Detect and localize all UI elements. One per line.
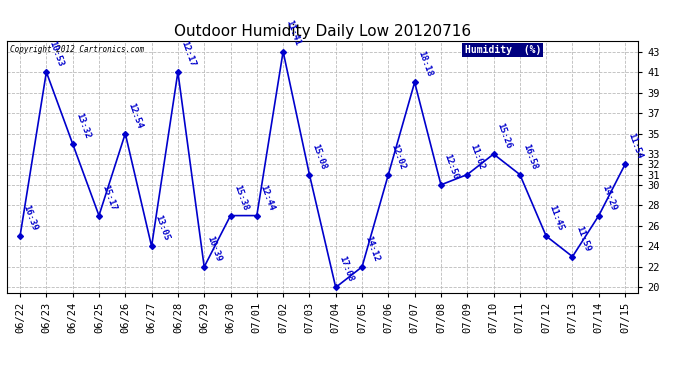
Text: 13:05: 13:05 <box>153 214 170 242</box>
Text: 17:08: 17:08 <box>337 255 355 283</box>
Text: Copyright 2012 Cartronics.com: Copyright 2012 Cartronics.com <box>10 45 144 54</box>
Text: 12:17: 12:17 <box>179 40 197 68</box>
Text: 10:39: 10:39 <box>206 234 223 263</box>
Text: 16:39: 16:39 <box>21 204 39 232</box>
Text: 15:38: 15:38 <box>232 183 250 211</box>
Text: 12:02: 12:02 <box>390 142 407 171</box>
Text: 15:08: 15:08 <box>310 142 328 171</box>
Text: 14:29: 14:29 <box>600 183 618 211</box>
Text: 13:32: 13:32 <box>74 111 92 140</box>
Text: 11:45: 11:45 <box>547 204 565 232</box>
Text: 11:02: 11:02 <box>469 142 486 171</box>
Text: 12:50: 12:50 <box>442 152 460 181</box>
Text: 12:54: 12:54 <box>126 101 144 129</box>
Text: 11:59: 11:59 <box>574 224 591 252</box>
Text: 12:44: 12:44 <box>258 183 276 211</box>
Text: 11:41: 11:41 <box>284 19 302 47</box>
Text: 18:18: 18:18 <box>416 50 433 78</box>
Title: Outdoor Humidity Daily Low 20120716: Outdoor Humidity Daily Low 20120716 <box>174 24 471 39</box>
Text: Humidity  (%): Humidity (%) <box>464 45 541 55</box>
Text: 14:12: 14:12 <box>364 234 381 263</box>
Text: 11:54: 11:54 <box>627 132 644 160</box>
Text: 15:17: 15:17 <box>100 183 118 211</box>
Text: 15:26: 15:26 <box>495 122 513 150</box>
Text: 10:53: 10:53 <box>48 40 66 68</box>
Text: 16:58: 16:58 <box>521 142 539 171</box>
